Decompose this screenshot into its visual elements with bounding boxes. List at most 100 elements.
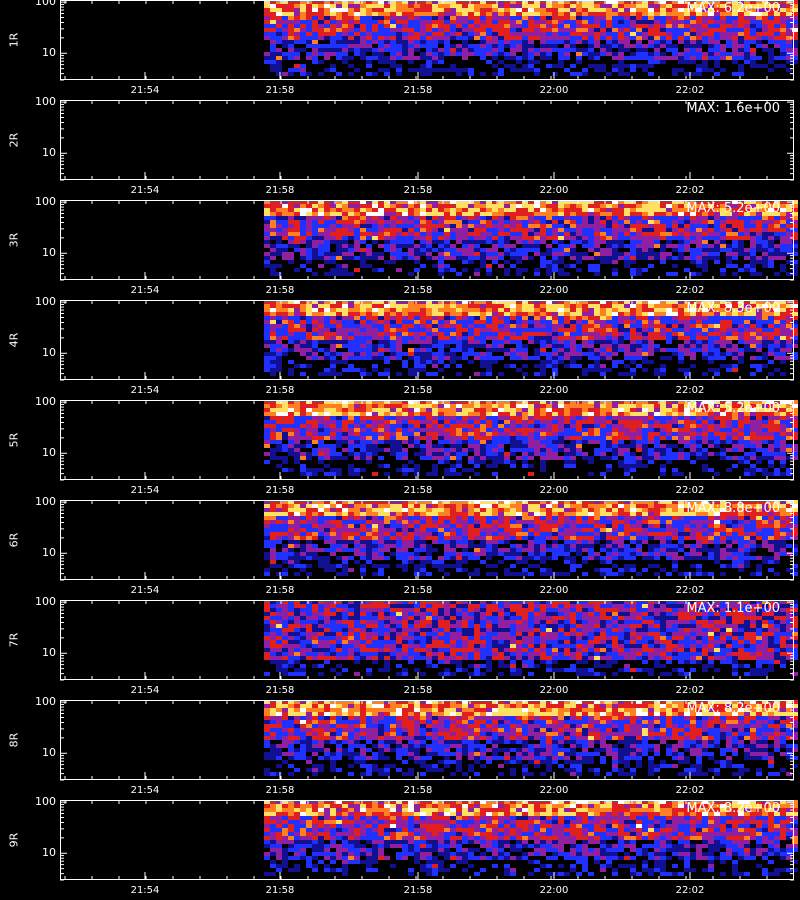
spectrogram-cell: [402, 220, 408, 224]
spectrogram-cell: [336, 444, 342, 448]
spectrogram-cell: [378, 40, 384, 44]
spectrogram-cell: [486, 52, 492, 56]
spectrogram-cell: [696, 248, 702, 252]
spectrogram-cell: [708, 44, 714, 48]
spectrogram-cell: [288, 432, 294, 436]
spectrogram-cell: [360, 16, 366, 20]
y-tick-label: 100: [35, 195, 56, 209]
spectrogram-cell: [648, 20, 654, 24]
spectrogram-cell: [504, 68, 510, 72]
spectrogram-cell: [672, 212, 678, 216]
spectrogram-cell: [456, 208, 462, 212]
spectrogram-cell: [540, 328, 546, 332]
spectrogram-cell: [336, 216, 342, 220]
spectrogram-cell: [750, 4, 756, 8]
spectrogram-cell: [444, 24, 450, 28]
spectrogram-cell: [714, 8, 720, 12]
spectrogram-cell: [270, 248, 276, 252]
spectrogram-cell: [324, 252, 330, 256]
spectrogram-cell: [672, 48, 678, 52]
spectrogram-cell: [630, 304, 636, 308]
spectrogram-cell: [564, 264, 570, 268]
spectrogram-cell: [600, 240, 606, 244]
spectrogram-cell: [432, 312, 438, 316]
spectrogram-cell: [414, 204, 420, 208]
spectrogram-cell: [558, 12, 564, 16]
spectrogram-cell: [564, 220, 570, 224]
spectrogram-cell: [552, 304, 558, 308]
spectrogram-cell: [444, 336, 450, 340]
spectrogram-cell: [300, 40, 306, 44]
spectrogram-cell: [366, 204, 372, 208]
spectrogram-cell: [402, 64, 408, 68]
spectrogram-cell: [552, 308, 558, 312]
spectrogram-cell: [300, 20, 306, 24]
spectrogram-cell: [384, 44, 390, 48]
spectrogram-cell: [378, 344, 384, 348]
spectrogram-cell: [768, 60, 774, 64]
spectrogram-cell: [606, 300, 612, 304]
spectrogram-cell: [468, 36, 474, 40]
spectrogram-cell: [372, 20, 378, 24]
spectrogram-cell: [720, 352, 726, 356]
spectrogram-cell: [408, 300, 414, 304]
spectrogram-cell: [474, 232, 480, 236]
spectrogram-cell: [330, 472, 336, 476]
spectrogram-cell: [690, 52, 696, 56]
spectrogram-cell: [672, 8, 678, 12]
spectrogram-cell: [330, 320, 336, 324]
spectrogram-cell: [534, 212, 540, 216]
spectrogram-cell: [414, 268, 420, 272]
spectrogram-cell: [630, 352, 636, 356]
spectrogram-cell: [720, 12, 726, 16]
spectrogram-cell: [780, 28, 786, 32]
spectrogram-cell: [390, 260, 396, 264]
spectrogram-cell: [396, 16, 402, 20]
spectrogram-cell: [612, 348, 618, 352]
spectrogram-cell: [468, 316, 474, 320]
spectrogram-cell: [378, 4, 384, 8]
spectrogram-cell: [540, 252, 546, 256]
spectrogram-cell: [330, 240, 336, 244]
spectrogram-cell: [648, 0, 654, 4]
spectrogram-cell: [558, 220, 564, 224]
spectrogram-cell: [582, 252, 588, 256]
spectrogram-cell: [438, 212, 444, 216]
spectrogram-cell: [672, 224, 678, 228]
spectrogram-cell: [678, 56, 684, 60]
spectrogram-cell: [684, 208, 690, 212]
spectrogram-cell: [414, 356, 420, 360]
spectrogram-cell: [282, 52, 288, 56]
spectrogram-cell: [414, 360, 420, 364]
spectrogram-cell: [480, 20, 486, 24]
spectrogram-cell: [282, 300, 288, 304]
spectrogram-cell: [588, 316, 594, 320]
spectrogram-cell: [540, 332, 546, 336]
spectrogram-cell: [504, 24, 510, 28]
spectrogram-cell: [714, 220, 720, 224]
spectrogram-cell: [390, 28, 396, 32]
spectrogram-cell: [750, 8, 756, 12]
spectrogram-cell: [756, 216, 762, 220]
spectrogram-cell: [444, 352, 450, 356]
spectrogram-cell: [618, 244, 624, 248]
spectrogram-cell: [570, 36, 576, 40]
spectrogram-cell: [444, 364, 450, 368]
spectrogram-cell: [534, 308, 540, 312]
spectrogram-cell: [720, 20, 726, 24]
spectrogram-cell: [762, 24, 768, 28]
spectrogram-cell: [528, 20, 534, 24]
spectrogram-cell: [378, 204, 384, 208]
spectrogram-cell: [276, 4, 282, 8]
spectrogram-cell: [510, 232, 516, 236]
spectrogram-cell: [546, 216, 552, 220]
spectrogram-cell: [558, 312, 564, 316]
spectrogram-cell: [264, 360, 270, 364]
spectrogram-cell: [498, 24, 504, 28]
spectrogram-cell: [606, 336, 612, 340]
spectrogram-cell: [342, 316, 348, 320]
spectrogram-cell: [486, 248, 492, 252]
spectrogram-cell: [306, 364, 312, 368]
spectrogram-cell: [378, 0, 384, 4]
spectrogram-cell: [426, 4, 432, 8]
